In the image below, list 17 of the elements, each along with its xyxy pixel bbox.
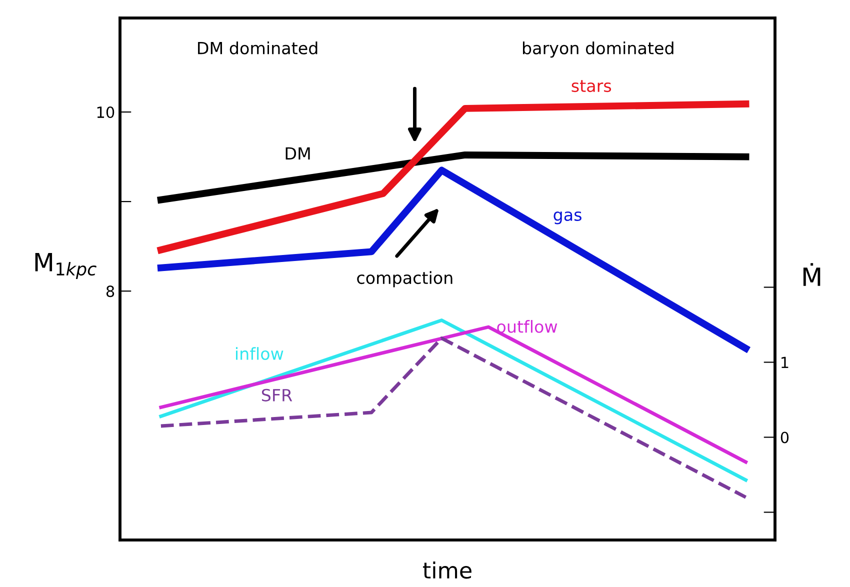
y-tick-label: 8	[106, 286, 114, 298]
series-label: stars	[572, 80, 612, 92]
annotation: baryon dominated	[522, 41, 674, 58]
series-label: gas	[554, 211, 582, 224]
y-axis-title: M$_{1kpc}$	[35, 253, 96, 279]
annotation: DM dominated	[198, 41, 318, 54]
annotation: compaction	[357, 271, 452, 288]
series-label: inflow	[236, 347, 284, 360]
x-axis-title: time	[422, 562, 472, 579]
y2-tick-label: 1	[782, 356, 788, 368]
line-series	[159, 336, 748, 499]
y2-axis-title: Ṁ	[803, 263, 820, 286]
y2-tick-label: 0	[780, 432, 789, 444]
series-label: SFR	[262, 388, 292, 402]
y-tick-label: 10	[97, 106, 114, 118]
series-label: DM	[286, 147, 310, 160]
series-label: outflow	[497, 320, 558, 333]
